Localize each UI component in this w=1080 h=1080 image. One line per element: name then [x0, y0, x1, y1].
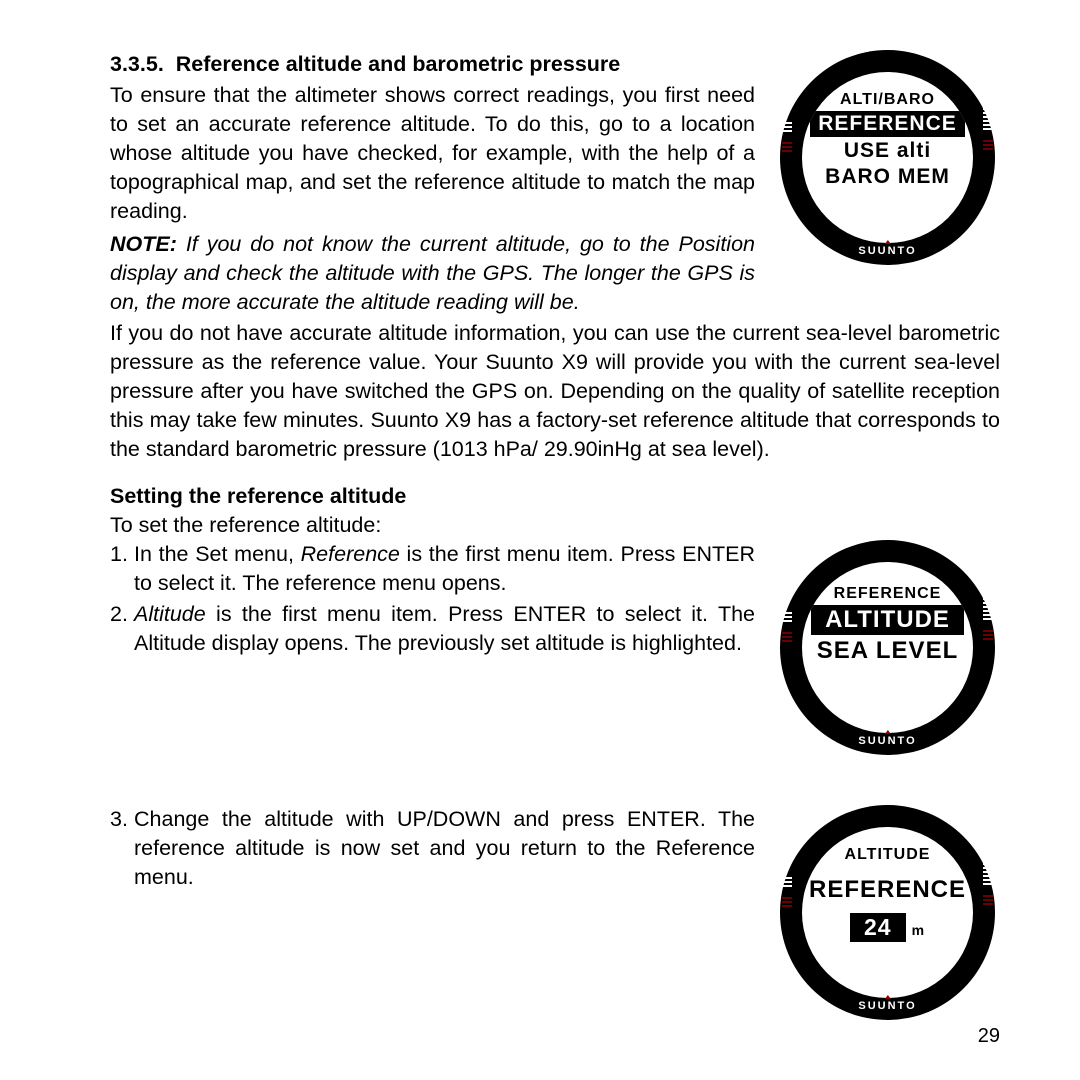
step-1: 1. In the Set menu, Reference is the fir… — [110, 540, 755, 598]
section-title: Reference altitude and barometric pressu… — [176, 52, 621, 76]
step1-pre: In the Set menu, — [134, 542, 301, 566]
watch3-value: 24 — [850, 913, 906, 942]
watch3-line-top: ALTITUDE — [845, 846, 931, 864]
step-3: 3. Change the altitude with UP/DOWN and … — [110, 805, 755, 892]
brand-label: SUUNTO — [858, 1000, 916, 1012]
subheading: Setting the reference altitude — [110, 484, 1000, 509]
watch2-line-top: REFERENCE — [834, 585, 942, 603]
watch-display-2: REFERENCE ALTITUDE SEA LEVEL SUUNTO — [780, 540, 995, 755]
step2-italic: Altitude — [134, 602, 206, 626]
brand-label: SUUNTO — [858, 735, 916, 747]
watch3-mid: REFERENCE — [809, 876, 966, 905]
section-heading: 3.3.5. Reference altitude and barometric… — [110, 50, 755, 79]
watch1-line-top: ALTI/BARO — [840, 91, 935, 109]
watch1-line3: USE alti — [844, 139, 931, 163]
brand-label: SUUNTO — [858, 245, 916, 257]
paragraph-2: If you do not have accurate altitude inf… — [110, 319, 1000, 464]
note-body: If you do not know the current altitude,… — [110, 232, 755, 314]
watch3-unit: m — [912, 922, 925, 938]
page-number: 29 — [978, 1025, 1000, 1048]
step-2: 2. Altitude is the first menu item. Pres… — [110, 600, 755, 658]
step2-post: is the first menu item. Press ENTER to s… — [134, 602, 755, 655]
watch1-line4: BARO MEM — [825, 165, 950, 189]
section-number: 3.3.5. — [110, 52, 164, 76]
watch-display-1: ALTI/BARO REFERENCE USE alti BARO MEM SU… — [780, 50, 995, 265]
note-lead: NOTE: — [110, 232, 177, 256]
intro-line: To set the reference altitude: — [110, 511, 1000, 540]
watch2-line3: SEA LEVEL — [817, 637, 958, 666]
step1-italic: Reference — [301, 542, 400, 566]
paragraph-1: To ensure that the altimeter shows corre… — [110, 81, 755, 226]
note-paragraph: NOTE: If you do not know the current alt… — [110, 230, 755, 317]
step3-text: Change the altitude with UP/DOWN and pre… — [134, 805, 755, 892]
watch2-selected: ALTITUDE — [811, 605, 964, 635]
watch-display-3: ALTITUDE REFERENCE 24 m SUUNTO — [780, 805, 995, 1020]
watch1-selected: REFERENCE — [810, 111, 965, 137]
